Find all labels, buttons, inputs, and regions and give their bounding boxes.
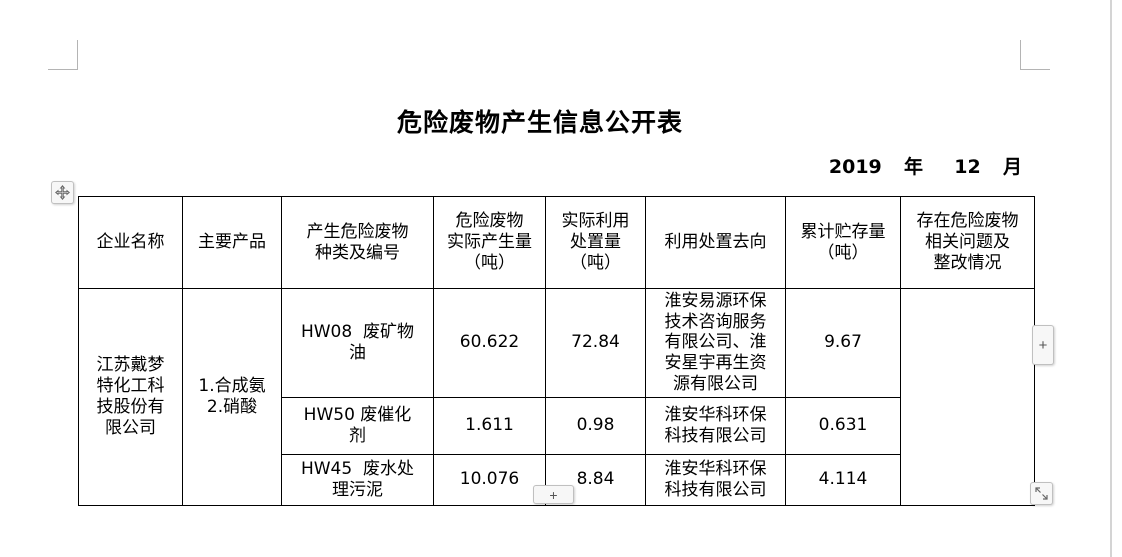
header-actual-generated[interactable]: 危险废物 实际产生量 （吨）: [433, 196, 546, 289]
header-main-products[interactable]: 主要产品: [182, 196, 282, 289]
cell-disposal-destination[interactable]: 淮安易源环保 技术咨询服务 有限公司、淮 安星宇再生资 源有限公司: [645, 288, 786, 398]
hazardous-waste-disclosure-table[interactable]: 企业名称 主要产品 产生危险废物 种类及编号 危险废物 实际产生量 （吨） 实际利用处…: [78, 196, 1035, 506]
cell-waste-type[interactable]: HW08 废矿物油: [281, 288, 434, 398]
cell-waste-type[interactable]: HW50 废催化剂: [281, 396, 434, 455]
header-disposal-destination[interactable]: 利用处置去向: [645, 196, 786, 289]
table-row: HW45 废水处 理污泥 10.076 8.84 淮安华科环保 科技有限公司 4.1…: [79, 453, 1035, 506]
date-year: 2019: [828, 156, 882, 178]
cell-actual-disposed[interactable]: 72.84: [545, 288, 646, 398]
table-row: HW50 废催化剂 1.611 0.98 淮安华科环保 科技有限公司 0.631: [79, 396, 1035, 455]
cell-company-name[interactable]: 江苏戴梦 特化工科 技股份有 限公司: [78, 288, 183, 506]
header-accumulated-storage[interactable]: 累计贮存量 （吨）: [785, 196, 901, 289]
resize-diagonal-icon: [1035, 487, 1048, 500]
move-cross-icon: [55, 185, 70, 200]
date-month: 12: [954, 156, 981, 178]
cell-disposal-destination[interactable]: 淮安华科环保 科技有限公司: [645, 396, 786, 455]
add-column-button[interactable]: +: [1032, 325, 1054, 365]
table-header-row: 企业名称 主要产品 产生危险废物 种类及编号 危险废物 实际产生量 （吨） 实际利用处…: [78, 196, 1035, 289]
cell-actual-generated[interactable]: 10.076: [433, 453, 546, 506]
header-company-name[interactable]: 企业名称: [78, 196, 183, 289]
margin-crop-mark-top-right: [1020, 40, 1050, 70]
date-year-label: 年: [904, 156, 924, 178]
cell-accumulated-storage[interactable]: 9.67: [785, 288, 901, 398]
cell-disposal-destination[interactable]: 淮安华科环保 科技有限公司: [645, 453, 786, 506]
page-title: 危险废物产生信息公开表: [396, 108, 683, 137]
header-issues-rectification[interactable]: 存在危险废物 相关问题及 整改情况: [900, 196, 1035, 289]
cell-main-products[interactable]: 1.合成氨 2.硝酸: [182, 288, 282, 506]
cell-waste-type[interactable]: HW45 废水处 理污泥: [281, 453, 434, 506]
document-date-line: 2019 年 12 月: [0, 152, 1022, 179]
add-row-button[interactable]: +: [533, 485, 574, 504]
date-month-label: 月: [1002, 156, 1022, 178]
cell-actual-generated[interactable]: 60.622: [433, 288, 546, 398]
cell-accumulated-storage[interactable]: 0.631: [785, 396, 901, 455]
cell-actual-generated[interactable]: 1.611: [433, 396, 546, 455]
header-waste-type-code[interactable]: 产生危险废物 种类及编号: [281, 196, 434, 289]
cell-issues-rectification[interactable]: [900, 288, 1035, 506]
header-actual-disposed[interactable]: 实际利用 处置量 （吨）: [545, 196, 646, 289]
table-row: 江苏戴梦 特化工科 技股份有 限公司 1.合成氨 2.硝酸 HW08 废矿物油 60.6…: [78, 288, 1035, 506]
cell-actual-disposed[interactable]: 0.98: [545, 396, 646, 455]
page-right-edge-rule: [1110, 0, 1112, 557]
cell-accumulated-storage[interactable]: 4.114: [785, 453, 901, 506]
table-resize-handle[interactable]: [1030, 482, 1053, 505]
table-move-handle[interactable]: [51, 181, 74, 204]
margin-crop-mark-top-left: [48, 40, 78, 70]
